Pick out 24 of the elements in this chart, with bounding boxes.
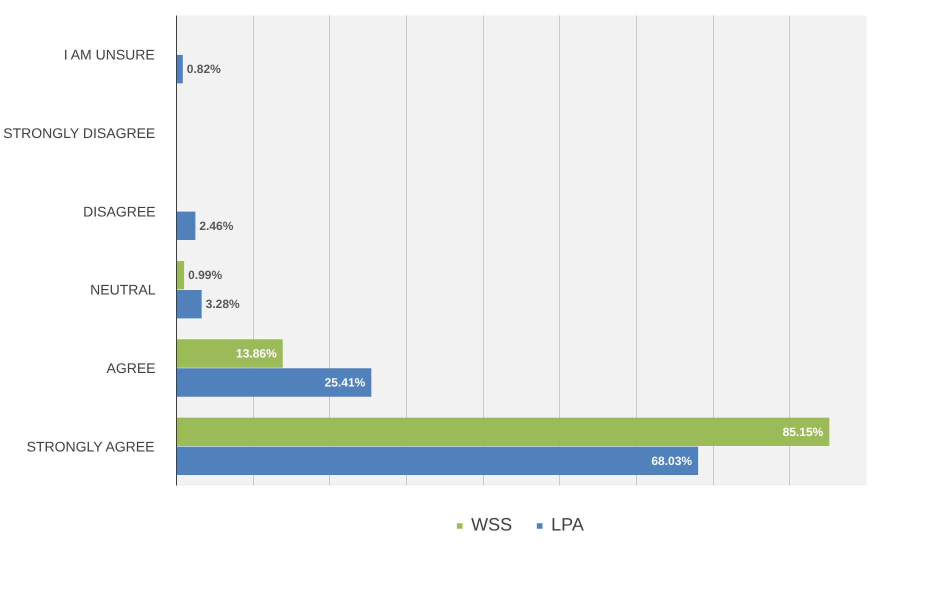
data-label: 3.28% <box>206 297 240 312</box>
y-tick-label: STRONGLY AGREE <box>26 438 154 454</box>
y-tick-label: STRONGLY DISAGREE <box>3 125 156 141</box>
bar <box>176 446 698 476</box>
data-label: 2.46% <box>199 218 234 233</box>
y-tick-label: I AM UNSURE <box>64 46 155 63</box>
bar <box>176 54 183 84</box>
data-label: 25.41% <box>324 375 366 390</box>
data-label: 13.86% <box>236 346 278 361</box>
y-tick-label: NEUTRAL <box>90 282 156 298</box>
bar <box>176 260 184 290</box>
y-tick-label: DISAGREE <box>83 203 156 220</box>
bar <box>176 290 202 318</box>
legend-label: LPA <box>551 514 584 536</box>
bar <box>176 212 196 240</box>
bar <box>176 368 372 397</box>
bar <box>176 418 830 446</box>
data-label: 0.99% <box>188 268 222 282</box>
data-label: 85.15% <box>782 424 824 439</box>
legend-label: WSS <box>471 514 512 536</box>
data-label: 68.03% <box>651 454 692 468</box>
y-tick-label: AGREE <box>106 360 156 376</box>
bar <box>176 339 283 368</box>
data-label: 0.82% <box>186 62 222 76</box>
